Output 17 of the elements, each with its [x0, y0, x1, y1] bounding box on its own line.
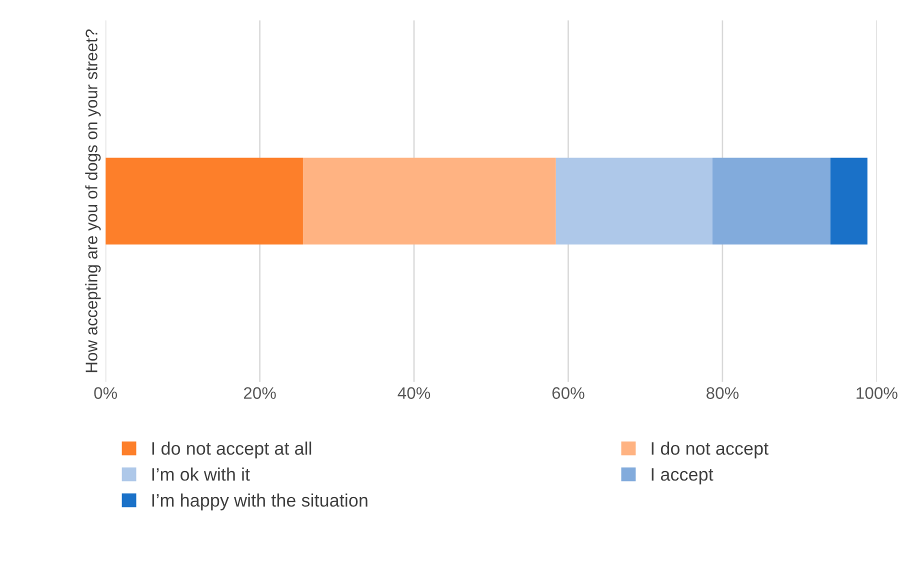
legend-label: I’m happy with the situation: [152, 493, 368, 510]
x-tick-label: 0%: [94, 387, 118, 399]
x-tick-label: 60%: [552, 387, 584, 399]
y-tick-label: How accepting are you of dogs on your street?: [85, 29, 101, 372]
bar: [712, 158, 830, 245]
x-tick-label: 80%: [706, 387, 739, 399]
x-tick-label: 20%: [244, 387, 276, 399]
bar: [556, 158, 712, 245]
bar: [106, 158, 303, 245]
legend-label: I’m ok with it: [152, 468, 250, 481]
legend-label: I do not accept at all: [152, 442, 312, 458]
legend-label: I accept: [652, 468, 714, 484]
x-tick-label: 40%: [398, 387, 430, 399]
x-tick-label: 100%: [856, 387, 898, 399]
bar: [830, 158, 868, 245]
bar: [302, 158, 556, 245]
legend-label: I do not accept: [652, 442, 768, 458]
